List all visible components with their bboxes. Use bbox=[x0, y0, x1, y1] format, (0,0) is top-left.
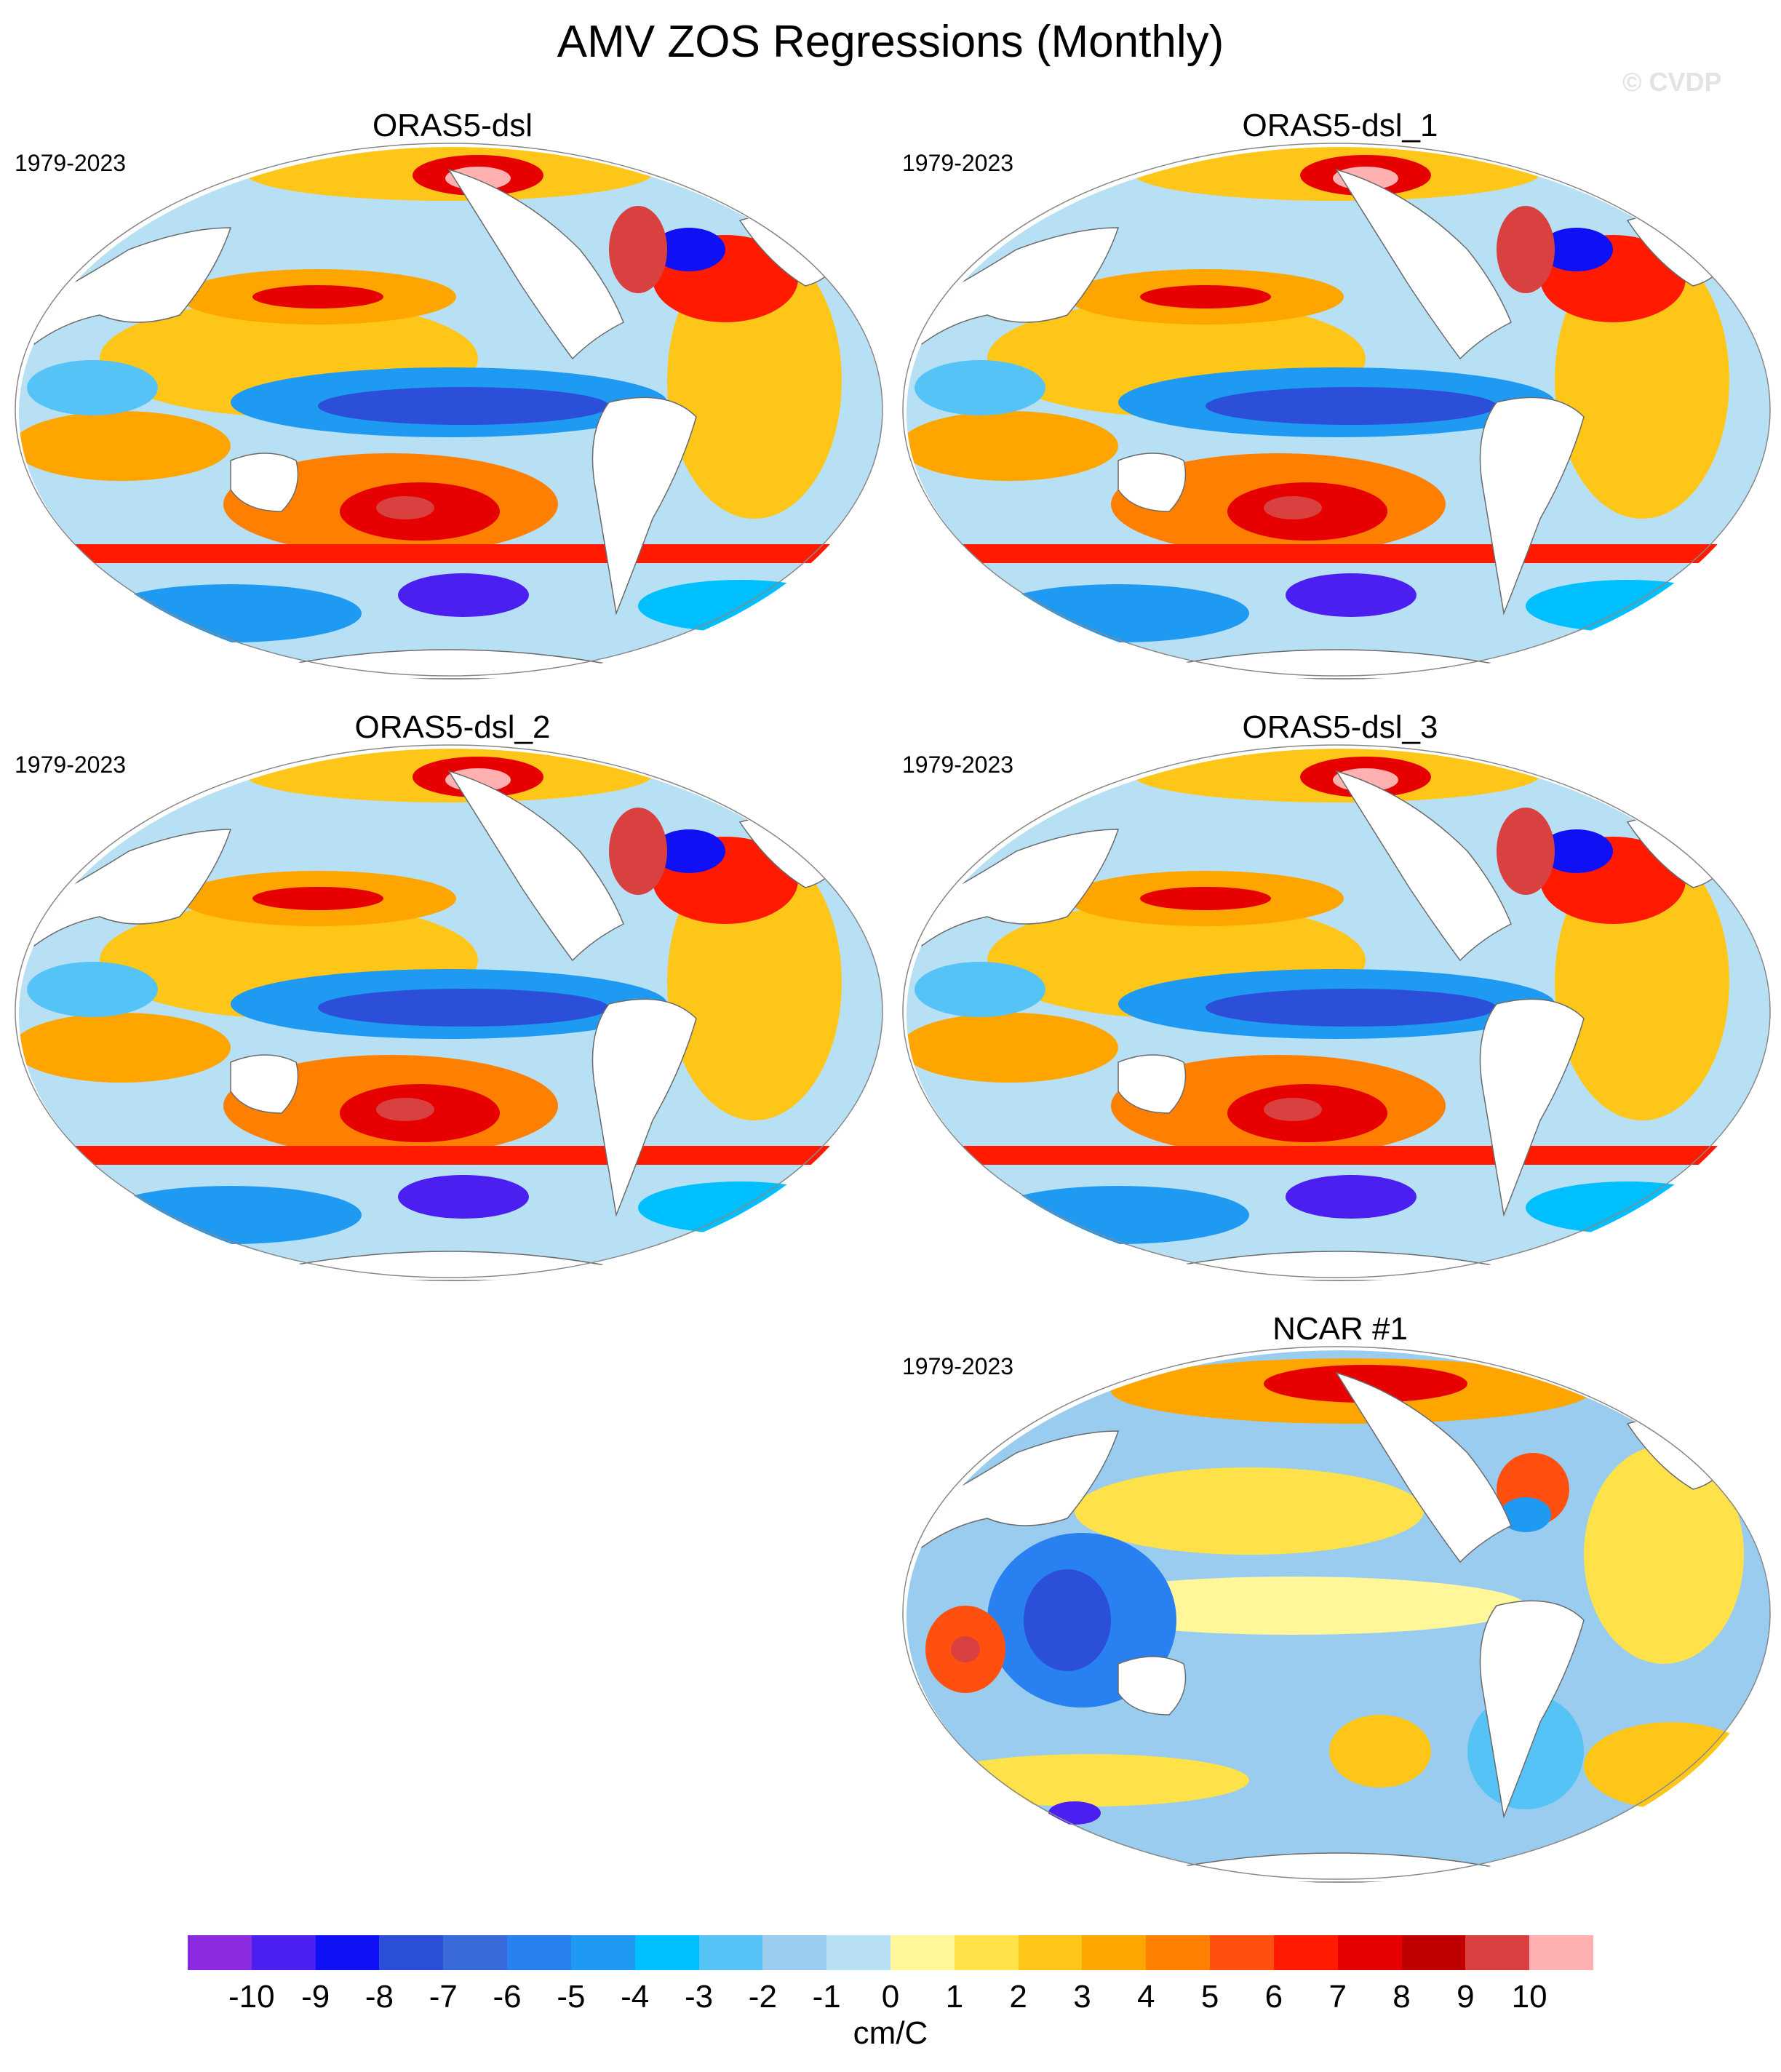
colorbar-swatch bbox=[1529, 1935, 1594, 1970]
colorbar-swatch bbox=[1018, 1935, 1083, 1970]
colorbar-tick-label: 3 bbox=[1073, 1979, 1091, 2015]
regression-field bbox=[19, 749, 882, 1281]
panel-period: 1979-2023 bbox=[902, 1353, 1014, 1379]
colorbar-tick-label: 8 bbox=[1392, 1979, 1411, 2015]
panel-period: 1979-2023 bbox=[902, 752, 1014, 778]
panel-title: ORAS5-dsl_3 bbox=[1242, 709, 1438, 745]
colorbar-swatch bbox=[379, 1935, 444, 1970]
regression-field bbox=[907, 147, 1770, 680]
colorbar-tick-label: -3 bbox=[684, 1979, 714, 2015]
panel-title: NCAR #1 bbox=[1272, 1311, 1408, 1347]
colorbar-swatch bbox=[443, 1935, 508, 1970]
colorbar-swatch bbox=[507, 1935, 572, 1970]
map-panel: ORAS5-dsl 1979-2023 bbox=[9, 108, 896, 690]
colorbar-swatch bbox=[315, 1935, 380, 1970]
colorbar-swatch bbox=[890, 1935, 955, 1970]
colorbar-tick-label: 5 bbox=[1200, 1979, 1219, 2015]
colorbar bbox=[188, 1935, 1594, 1972]
colorbar-tick-label: 7 bbox=[1328, 1979, 1347, 2015]
map-panel: ORAS5-dsl_2 1979-2023 bbox=[9, 709, 896, 1291]
colorbar-tick-label: 4 bbox=[1137, 1979, 1155, 2015]
colorbar-units: cm/C bbox=[853, 2015, 928, 2051]
map-panel: ORAS5-dsl_3 1979-2023 bbox=[896, 709, 1781, 1291]
colorbar-tick-label: -10 bbox=[228, 1979, 275, 2015]
map-panel: NCAR #1 1979-2023 bbox=[896, 1311, 1781, 1893]
regression-field bbox=[907, 1350, 1770, 1883]
colorbar-tick-label: 0 bbox=[881, 1979, 900, 2015]
colorbar-tick-label: -9 bbox=[301, 1979, 330, 2015]
colorbar-swatch bbox=[188, 1935, 252, 1970]
panel-title: ORAS5-dsl bbox=[372, 108, 533, 143]
panel-period: 1979-2023 bbox=[902, 150, 1014, 176]
world-map bbox=[902, 143, 1771, 680]
colorbar-swatch bbox=[954, 1935, 1019, 1970]
panel-title: ORAS5-dsl_2 bbox=[354, 709, 551, 745]
figure-title: AMV ZOS Regressions (Monthly) bbox=[557, 17, 1224, 67]
colorbar-swatch bbox=[826, 1935, 891, 1970]
colorbar-tick-label: -4 bbox=[621, 1979, 650, 2015]
regression-field bbox=[907, 749, 1770, 1281]
colorbar-swatch bbox=[251, 1935, 316, 1970]
colorbar-swatch bbox=[1210, 1935, 1275, 1970]
colorbar-tick-label: 6 bbox=[1264, 1979, 1283, 2015]
colorbar-swatch bbox=[1146, 1935, 1211, 1970]
panel-period: 1979-2023 bbox=[15, 150, 127, 176]
watermark: © CVDP bbox=[1622, 67, 1722, 97]
world-map bbox=[902, 1346, 1771, 1883]
colorbar-swatch bbox=[570, 1935, 636, 1970]
colorbar-tick-label: 10 bbox=[1511, 1979, 1547, 2015]
colorbar-swatch bbox=[698, 1935, 763, 1970]
world-map bbox=[15, 143, 883, 680]
colorbar-tick-label: -8 bbox=[364, 1979, 394, 2015]
panel-period: 1979-2023 bbox=[15, 752, 127, 778]
colorbar-tick-label: -7 bbox=[429, 1979, 458, 2015]
colorbar-tick-label: -1 bbox=[812, 1979, 841, 2015]
colorbar-swatch bbox=[1082, 1935, 1147, 1970]
colorbar-tick-label: 9 bbox=[1457, 1979, 1475, 2015]
colorbar-swatch bbox=[1337, 1935, 1403, 1970]
colorbar-swatch bbox=[1273, 1935, 1339, 1970]
colorbar-swatch bbox=[762, 1935, 827, 1970]
colorbar-tick-label: 1 bbox=[945, 1979, 964, 2015]
world-map bbox=[15, 744, 883, 1281]
colorbar-swatch bbox=[1401, 1935, 1466, 1970]
colorbar-swatch bbox=[1465, 1935, 1530, 1970]
colorbar-tick-label: -2 bbox=[748, 1979, 777, 2015]
regression-field bbox=[19, 147, 882, 680]
colorbar-tick-label: -5 bbox=[557, 1979, 586, 2015]
map-panel: ORAS5-dsl_1 1979-2023 bbox=[896, 108, 1781, 690]
colorbar-tick-label: 2 bbox=[1009, 1979, 1027, 2015]
panel-title: ORAS5-dsl_1 bbox=[1242, 108, 1438, 143]
colorbar-tick-label: -6 bbox=[493, 1979, 522, 2015]
world-map bbox=[902, 744, 1771, 1281]
colorbar-swatch bbox=[634, 1935, 700, 1970]
